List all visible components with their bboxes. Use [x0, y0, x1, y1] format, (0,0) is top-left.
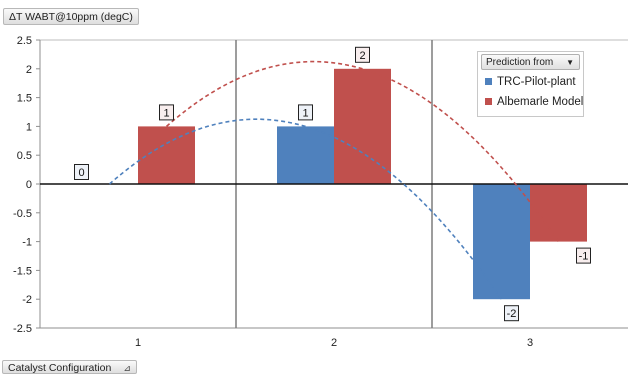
bar [530, 184, 587, 242]
y-tick-label: -1.5 [13, 265, 32, 277]
data-label-box [298, 104, 313, 121]
y-tick-label: 1.5 [17, 93, 32, 105]
y-tick-label: -1 [22, 237, 32, 249]
legend-filter-dropdown[interactable]: Prediction from ▼ [481, 54, 580, 70]
data-label-box [74, 164, 89, 180]
bar [277, 126, 334, 184]
y-tick-label: 2 [26, 64, 32, 76]
y-tick-label: 0 [26, 179, 32, 191]
dropdown-arrow-icon: ▼ [566, 58, 574, 67]
data-label: 2 [359, 50, 365, 62]
legend-item-trc[interactable]: TRC-Pilot-plant [485, 75, 576, 89]
y-axis-field-button[interactable]: ΔT WABT@10ppm (degC) [3, 8, 139, 25]
data-label-box [504, 305, 519, 322]
y-tick-label: 0.5 [17, 150, 32, 162]
filter-icon: ⊿ [123, 363, 131, 373]
y-axis-field-label: ΔT WABT@10ppm (degC) [9, 11, 133, 23]
data-label-box [576, 247, 591, 264]
data-label: 0 [78, 167, 84, 179]
x-axis-field-label: Catalyst Configuration [8, 362, 112, 374]
data-label-box [355, 46, 370, 63]
data-label: 1 [302, 107, 308, 119]
y-tick-label: 1 [26, 121, 32, 133]
legend-swatch-albemarle [485, 98, 492, 105]
data-label-box [159, 104, 174, 121]
legend-label-trc: TRC-Pilot-plant [497, 76, 576, 88]
bar [473, 184, 530, 300]
legend-item-albemarle[interactable]: Albemarle Model [485, 95, 583, 109]
legend: Prediction from ▼ TRC-Pilot-plant Albema… [477, 51, 584, 117]
y-tick-label: -0.5 [13, 208, 32, 220]
bar [138, 126, 195, 184]
x-tick-label: 3 [527, 337, 533, 349]
legend-label-albemarle: Albemarle Model [497, 96, 584, 108]
legend-header-label: Prediction from [486, 57, 554, 68]
data-label: -1 [579, 251, 589, 263]
legend-swatch-trc [485, 78, 492, 85]
trendline [165, 60, 560, 243]
y-tick-label: -2 [22, 294, 32, 306]
y-tick-label: 2.5 [17, 35, 32, 47]
trendline [108, 118, 503, 300]
y-tick-label: -2.5 [13, 323, 32, 335]
data-label: 1 [163, 107, 169, 119]
x-tick-label: 1 [135, 337, 141, 349]
bar [334, 68, 391, 184]
data-label: -2 [507, 308, 517, 320]
x-tick-label: 2 [331, 337, 337, 349]
